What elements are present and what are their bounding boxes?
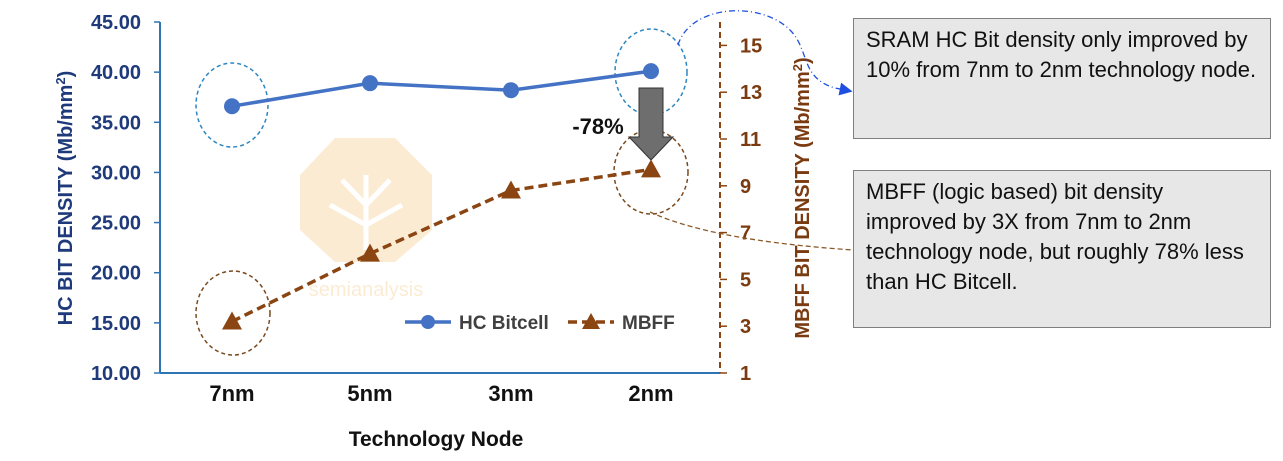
highlight-7nm-hc (195, 62, 269, 148)
right-axis-title: MBFF BIT DENSITY (Mb/mm2) (790, 57, 815, 338)
left-tick-label: 20.00 (91, 263, 141, 285)
callout-mbff: MBFF (logic based) bit density improved … (853, 170, 1271, 328)
connector-sram (677, 10, 853, 96)
hc-bitcell-point (224, 98, 240, 115)
right-tick-label: 5 (740, 269, 751, 291)
mbff-point (641, 159, 661, 178)
legend: HC Bitcell MBFF (405, 313, 675, 334)
callout-sram: SRAM HC Bit density only improved by 10%… (853, 18, 1271, 139)
reduction-arrow (627, 87, 675, 161)
x-axis-ticks: 7nm 5nm 3nm 2nm (209, 381, 673, 406)
mbff-point (501, 180, 521, 199)
right-tick-label: 13 (740, 82, 762, 104)
reduction-label: -78% (572, 114, 623, 139)
legend-label: MBFF (622, 313, 675, 334)
legend-marker-circle (421, 315, 435, 329)
left-tick-label: 25.00 (91, 213, 141, 235)
left-tick-label: 45.00 (91, 12, 141, 34)
highlight-2nm-hc (614, 28, 688, 116)
mbff-point (360, 243, 380, 262)
hc-bitcell-point (362, 75, 378, 92)
left-tick-label: 30.00 (91, 162, 141, 184)
legend-marker-triangle (582, 313, 600, 329)
mbff-point (222, 311, 242, 330)
connector-mbff (649, 211, 854, 251)
x-axis-title: Technology Node (349, 428, 524, 451)
highlight-7nm-mbff (195, 270, 271, 356)
semianalysis-watermark-logo: semianalysis (300, 138, 432, 301)
left-axis-title: HC BIT DENSITY (Mb/mm2) (53, 71, 78, 326)
hc-bitcell-point (503, 82, 519, 99)
series-layer (222, 63, 661, 330)
right-tick-label: 1 (740, 363, 751, 385)
right-tick-label: 11 (740, 129, 761, 151)
x-tick-label: 7nm (209, 381, 254, 406)
right-tick-label: 7 (740, 223, 751, 245)
right-tick-label: 9 (740, 176, 751, 198)
highlight-2nm-mbff (613, 129, 689, 215)
x-tick-label: 2nm (628, 381, 673, 406)
series-line-mbff (231, 167, 652, 324)
x-tick-label: 3nm (488, 381, 533, 406)
left-tick-label: 15.00 (91, 313, 141, 335)
x-tick-label: 5nm (347, 381, 392, 406)
left-tick-label: 35.00 (91, 112, 141, 134)
series-line-hc-bitcell (231, 69, 652, 108)
right-tick-label: 15 (740, 35, 762, 57)
legend-label: HC Bitcell (459, 313, 549, 334)
left-tick-label: 10.00 (91, 363, 141, 385)
hc-bitcell-point (643, 63, 659, 80)
left-axis-ticks: 10.00 15.00 20.00 25.00 30.00 35.00 40.00 45.00 (91, 12, 160, 385)
right-tick-label: 3 (740, 316, 751, 338)
left-tick-label: 40.00 (91, 62, 141, 84)
watermark-text: semianalysis (309, 279, 423, 301)
